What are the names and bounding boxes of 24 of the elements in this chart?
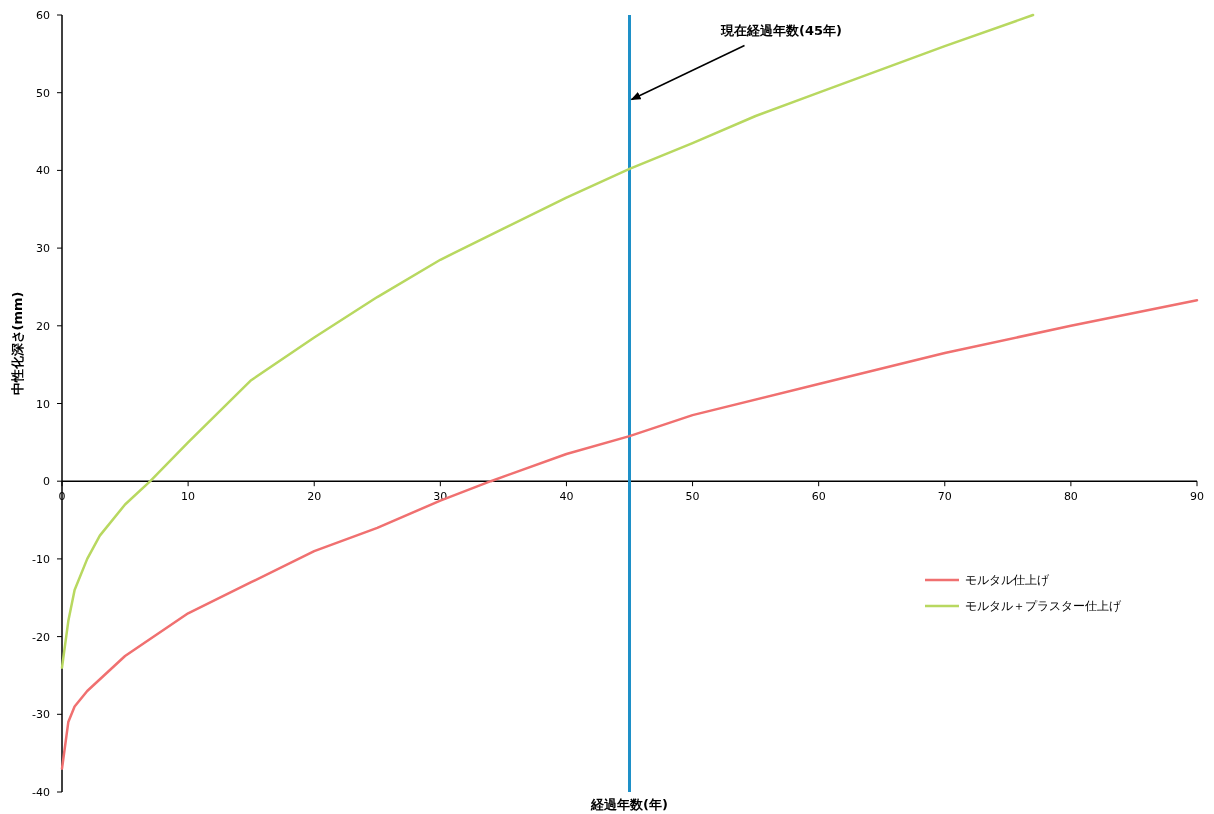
y-tick-label: 30 xyxy=(36,242,50,256)
legend-label: モルタル＋プラスター仕上げ xyxy=(965,599,1122,613)
y-tick-label: -40 xyxy=(32,786,50,799)
x-tick-label: 60 xyxy=(811,490,826,504)
y-tick-label: -20 xyxy=(32,630,50,644)
x-tick-label: 80 xyxy=(1063,490,1078,504)
y-tick-label: 10 xyxy=(36,397,50,411)
x-tick-label: 40 xyxy=(559,490,574,504)
y-axis-title: 中性化深さ(mm) xyxy=(10,291,25,396)
x-tick-label: 90 xyxy=(1190,490,1204,504)
y-tick-label: 60 xyxy=(36,9,50,22)
y-tick-label: -10 xyxy=(32,552,50,566)
y-tick-label: -30 xyxy=(32,708,50,722)
x-tick-label: 70 xyxy=(937,490,952,504)
y-tick-label: 0 xyxy=(43,475,50,489)
y-tick-label: 20 xyxy=(36,319,50,333)
y-tick-label: 40 xyxy=(36,164,50,178)
legend-label: モルタル仕上げ xyxy=(965,573,1050,587)
x-tick-label: 10 xyxy=(181,490,196,504)
x-axis-title: 経過年数(年) xyxy=(590,797,668,812)
x-tick-label: 20 xyxy=(307,490,322,504)
annotation: 現在経過年数(45年) xyxy=(720,23,842,39)
y-tick-label: 50 xyxy=(36,86,50,100)
x-tick-label: 50 xyxy=(685,490,700,504)
